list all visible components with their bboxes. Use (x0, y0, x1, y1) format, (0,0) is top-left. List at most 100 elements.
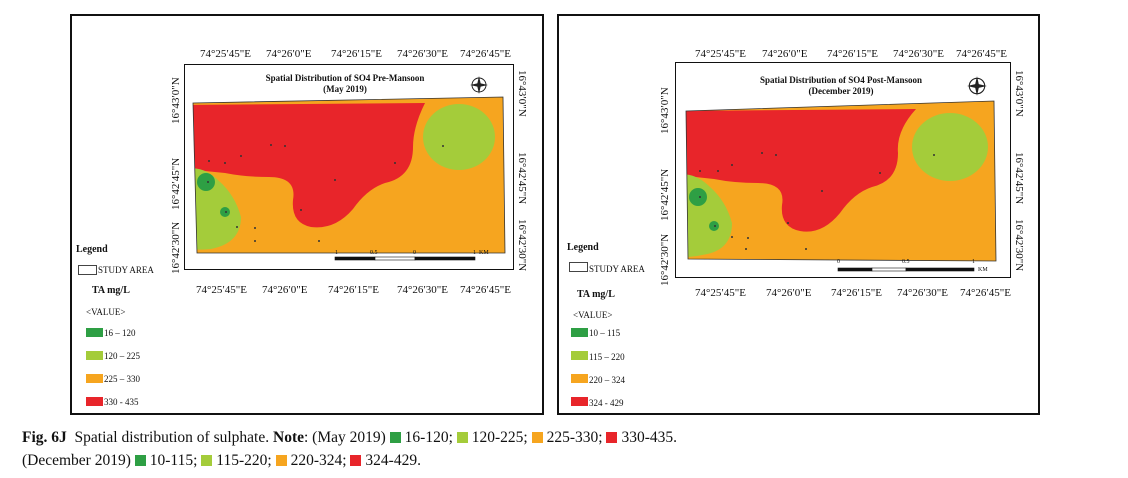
top-coord: 74°26′15"E (827, 48, 879, 60)
left-coord: 16°43′0"N (659, 87, 671, 134)
bottom-coord: 74°26′15"E (328, 284, 380, 296)
left-coord: 16°42′45"N (659, 168, 671, 221)
interpolation-map (685, 100, 997, 272)
right-coord: 16°42′45"N (1013, 152, 1025, 205)
left-coord: 16°42′45"N (170, 157, 182, 210)
top-coord: 74°26′30"E (893, 48, 945, 60)
caption-item: 16-120; (404, 429, 453, 446)
top-coord: 74°26′15"E (331, 48, 383, 60)
bottom-coord: 74°26′0"E (766, 287, 812, 299)
caption-swatch (389, 432, 401, 443)
bottom-coord: 74°26′0"E (262, 284, 308, 296)
legend-swatch-1 (86, 328, 103, 337)
legend-item: 115 – 220 (589, 352, 625, 362)
figure-label: Fig. 6J (22, 429, 67, 446)
north-arrow-icon (470, 76, 488, 94)
bottom-coord: 74°26′45"E (960, 287, 1012, 299)
legend-item: 10 – 115 (589, 328, 621, 338)
scale-label: KM (479, 250, 489, 256)
caption-item: 115-220; (216, 452, 272, 469)
legend-value-label: <VALUE> (86, 307, 126, 317)
caption-swatch (350, 455, 362, 466)
interpolation-map (192, 96, 506, 261)
caption-item: 225-330; (546, 429, 603, 446)
bottom-coord: 74°26′15"E (831, 287, 883, 299)
legend-swatch-4 (86, 397, 103, 406)
figure-caption-line-2: (December 2019) 10-115; 115-220; 220-324… (22, 452, 421, 470)
caption-item: 220-324; (290, 452, 347, 469)
bottom-coord: 74°25′45"E (695, 287, 747, 299)
caption-item: 324-429. (365, 452, 421, 469)
caption-prefix-2: (December 2019) (22, 452, 131, 469)
legend-swatch-2 (86, 351, 103, 360)
study-area-swatch (569, 262, 588, 272)
scale-label: 1 (972, 259, 975, 265)
scale-label: 0 (837, 259, 840, 265)
scale-bar (334, 256, 476, 261)
scale-label: 0 (413, 250, 416, 256)
left-coord: 16°42′30"N (659, 233, 671, 286)
legend-heading: Legend (567, 242, 599, 253)
map-frame: Spatial Distribution of SO4 Post-Mansoon… (675, 62, 1011, 278)
bottom-coord: 74°25′45"E (196, 284, 248, 296)
figure-caption-line-1: Fig. 6J Spatial distribution of sulphate… (22, 429, 677, 447)
legend-unit: TA mg/L (577, 289, 615, 300)
caption-item: 330-435. (621, 429, 677, 446)
caption-text: Spatial distribution of sulphate. (74, 429, 270, 446)
post-monsoon-panel: 74°25′45"E 74°26′0"E 74°26′15"E 74°26′30… (557, 14, 1040, 415)
scale-label: 1 (473, 250, 476, 256)
caption-swatch (275, 455, 287, 466)
right-coord: 16°42′45"N (516, 152, 528, 205)
caption-item: 10-115; (149, 452, 198, 469)
legend-heading: Legend (76, 244, 108, 255)
right-coord: 16°42′30"N (1013, 219, 1025, 272)
top-coord: 74°26′30"E (397, 48, 449, 60)
scale-label: 1 (335, 250, 338, 256)
bottom-coord: 74°26′30"E (897, 287, 949, 299)
study-area-label: STUDY AREA (98, 265, 154, 275)
legend-item: 16 – 120 (104, 328, 136, 338)
legend-item: 330 - 435 (104, 397, 139, 407)
legend-swatch-2 (571, 351, 588, 360)
legend-swatch-3 (571, 374, 588, 383)
note-label: Note (273, 429, 304, 446)
legend-unit: TA mg/L (92, 285, 130, 296)
bottom-coord: 74°26′45"E (460, 284, 512, 296)
right-coord: 16°43′0"N (1013, 70, 1025, 117)
map-title: Spatial Distribution of SO4 Post-Mansoon… (759, 75, 923, 96)
legend-swatch-3 (86, 374, 103, 383)
legend-swatch-4 (571, 397, 588, 406)
scale-label: KM (978, 267, 988, 273)
top-coord: 74°26′45"E (460, 48, 512, 60)
bottom-coord: 74°26′30"E (397, 284, 449, 296)
legend-item: 324 - 429 (589, 398, 624, 408)
top-coord: 74°25′45"E (200, 48, 252, 60)
top-coord: 74°26′45"E (956, 48, 1008, 60)
caption-item: 120-225; (471, 429, 528, 446)
caption-swatch (456, 432, 468, 443)
north-arrow-icon (967, 76, 987, 96)
legend-swatch-1 (571, 328, 588, 337)
left-coord: 16°43′0"N (170, 77, 182, 124)
pre-monsoon-panel: 74°25′45"E 74°26′0"E 74°26′15"E 74°26′30… (70, 14, 544, 415)
scale-label: 0.5 (902, 259, 910, 265)
right-coord: 16°43′0"N (516, 70, 528, 117)
scale-label: 0.5 (370, 250, 378, 256)
map-title: Spatial Distribution of SO4 Pre-Mansoon … (265, 73, 425, 94)
left-coord: 16°42′30"N (170, 221, 182, 274)
legend-item: 225 – 330 (104, 374, 140, 384)
legend-item: 120 – 225 (104, 351, 140, 361)
right-coord: 16°42′30"N (516, 219, 528, 272)
legend-item: 220 – 324 (589, 375, 625, 385)
caption-swatch (134, 455, 146, 466)
top-coord: 74°26′0"E (762, 48, 808, 60)
top-coord: 74°26′0"E (266, 48, 312, 60)
study-area-label: STUDY AREA (589, 264, 645, 274)
map-frame: Spatial Distribution of SO4 Pre-Mansoon … (184, 64, 514, 270)
caption-swatch (531, 432, 543, 443)
caption-swatch (606, 432, 618, 443)
scale-bar (837, 267, 975, 272)
caption-prefix-1: : (May 2019) (304, 429, 386, 446)
top-coord: 74°25′45"E (695, 48, 747, 60)
study-area-swatch (78, 265, 97, 275)
